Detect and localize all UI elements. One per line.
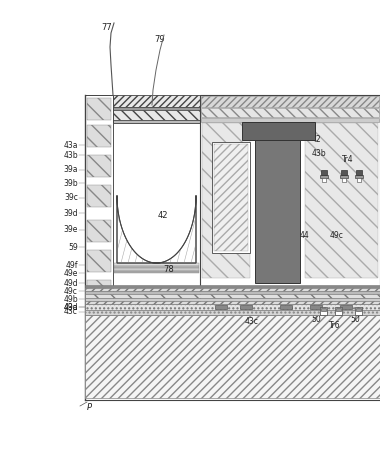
Bar: [214, 144, 248, 251]
Bar: [114, 263, 199, 266]
Bar: [85, 301, 380, 304]
Text: 43a: 43a: [63, 140, 78, 150]
Bar: [201, 108, 379, 117]
Text: 50: 50: [311, 316, 321, 324]
Bar: [305, 123, 378, 278]
Text: 39a: 39a: [63, 165, 78, 175]
Text: 49f: 49f: [65, 261, 78, 269]
Bar: [201, 96, 379, 107]
Bar: [356, 170, 362, 175]
Text: 42: 42: [158, 211, 168, 219]
Bar: [87, 125, 111, 147]
Bar: [342, 178, 346, 182]
Bar: [87, 220, 111, 242]
Text: 43d: 43d: [245, 308, 260, 316]
Text: 43a: 43a: [275, 220, 290, 230]
Bar: [335, 307, 342, 315]
Polygon shape: [117, 195, 196, 263]
Text: 42: 42: [312, 135, 321, 145]
Bar: [280, 305, 292, 309]
Bar: [114, 266, 199, 268]
Bar: [114, 268, 199, 271]
Bar: [85, 110, 380, 120]
Bar: [336, 308, 341, 311]
Bar: [87, 185, 111, 207]
Bar: [215, 305, 227, 309]
Bar: [85, 107, 380, 110]
Text: 43b: 43b: [63, 151, 78, 159]
Text: 49c: 49c: [64, 286, 78, 296]
Text: 39d: 39d: [63, 208, 78, 218]
Bar: [201, 118, 379, 122]
Bar: [85, 95, 380, 107]
Bar: [85, 304, 380, 310]
Text: 68: 68: [223, 186, 233, 195]
Text: 78: 78: [163, 266, 174, 274]
Text: 5: 5: [370, 288, 375, 298]
Bar: [85, 95, 113, 308]
Bar: [322, 178, 326, 182]
Bar: [113, 123, 200, 308]
Bar: [341, 170, 347, 175]
Bar: [355, 307, 362, 315]
Bar: [85, 298, 380, 301]
Text: 49a: 49a: [63, 303, 78, 311]
Bar: [87, 155, 111, 177]
Bar: [85, 310, 380, 315]
Bar: [202, 123, 250, 278]
Text: 43c: 43c: [64, 308, 78, 316]
Bar: [85, 291, 380, 294]
Text: 43c: 43c: [245, 317, 259, 327]
Bar: [242, 122, 315, 140]
Bar: [87, 305, 111, 306]
Bar: [310, 305, 322, 309]
Bar: [320, 175, 328, 178]
Bar: [340, 305, 352, 309]
Bar: [85, 315, 380, 398]
Text: 59: 59: [68, 243, 78, 251]
Text: 44: 44: [300, 231, 310, 239]
Text: 79: 79: [155, 36, 165, 44]
Text: 49e: 49e: [63, 268, 78, 278]
Bar: [85, 288, 380, 291]
Bar: [200, 95, 380, 308]
Bar: [321, 308, 326, 311]
Bar: [240, 305, 252, 309]
Text: 49c: 49c: [330, 231, 344, 239]
Bar: [87, 280, 111, 302]
Text: 39b: 39b: [63, 178, 78, 188]
Text: 50: 50: [350, 316, 360, 324]
Text: 49d: 49d: [63, 279, 78, 287]
Bar: [357, 178, 361, 182]
Text: 39e: 39e: [63, 225, 78, 235]
Bar: [255, 140, 300, 283]
Text: 43d: 43d: [63, 303, 78, 311]
Text: 43b: 43b: [312, 148, 327, 158]
Bar: [340, 175, 348, 178]
Bar: [320, 307, 327, 315]
Bar: [355, 175, 363, 178]
Text: P: P: [87, 403, 92, 413]
Bar: [85, 294, 380, 298]
Bar: [212, 142, 250, 253]
Bar: [321, 170, 327, 175]
Bar: [85, 285, 380, 288]
Text: 49b: 49b: [63, 294, 78, 304]
Bar: [87, 250, 111, 272]
Bar: [87, 98, 111, 120]
Bar: [85, 120, 380, 123]
Text: Tr4: Tr4: [342, 156, 354, 164]
Text: 39c: 39c: [64, 194, 78, 202]
Bar: [114, 271, 199, 273]
Bar: [356, 308, 361, 311]
Text: Tr6: Tr6: [329, 322, 341, 330]
Text: 77: 77: [101, 23, 112, 31]
